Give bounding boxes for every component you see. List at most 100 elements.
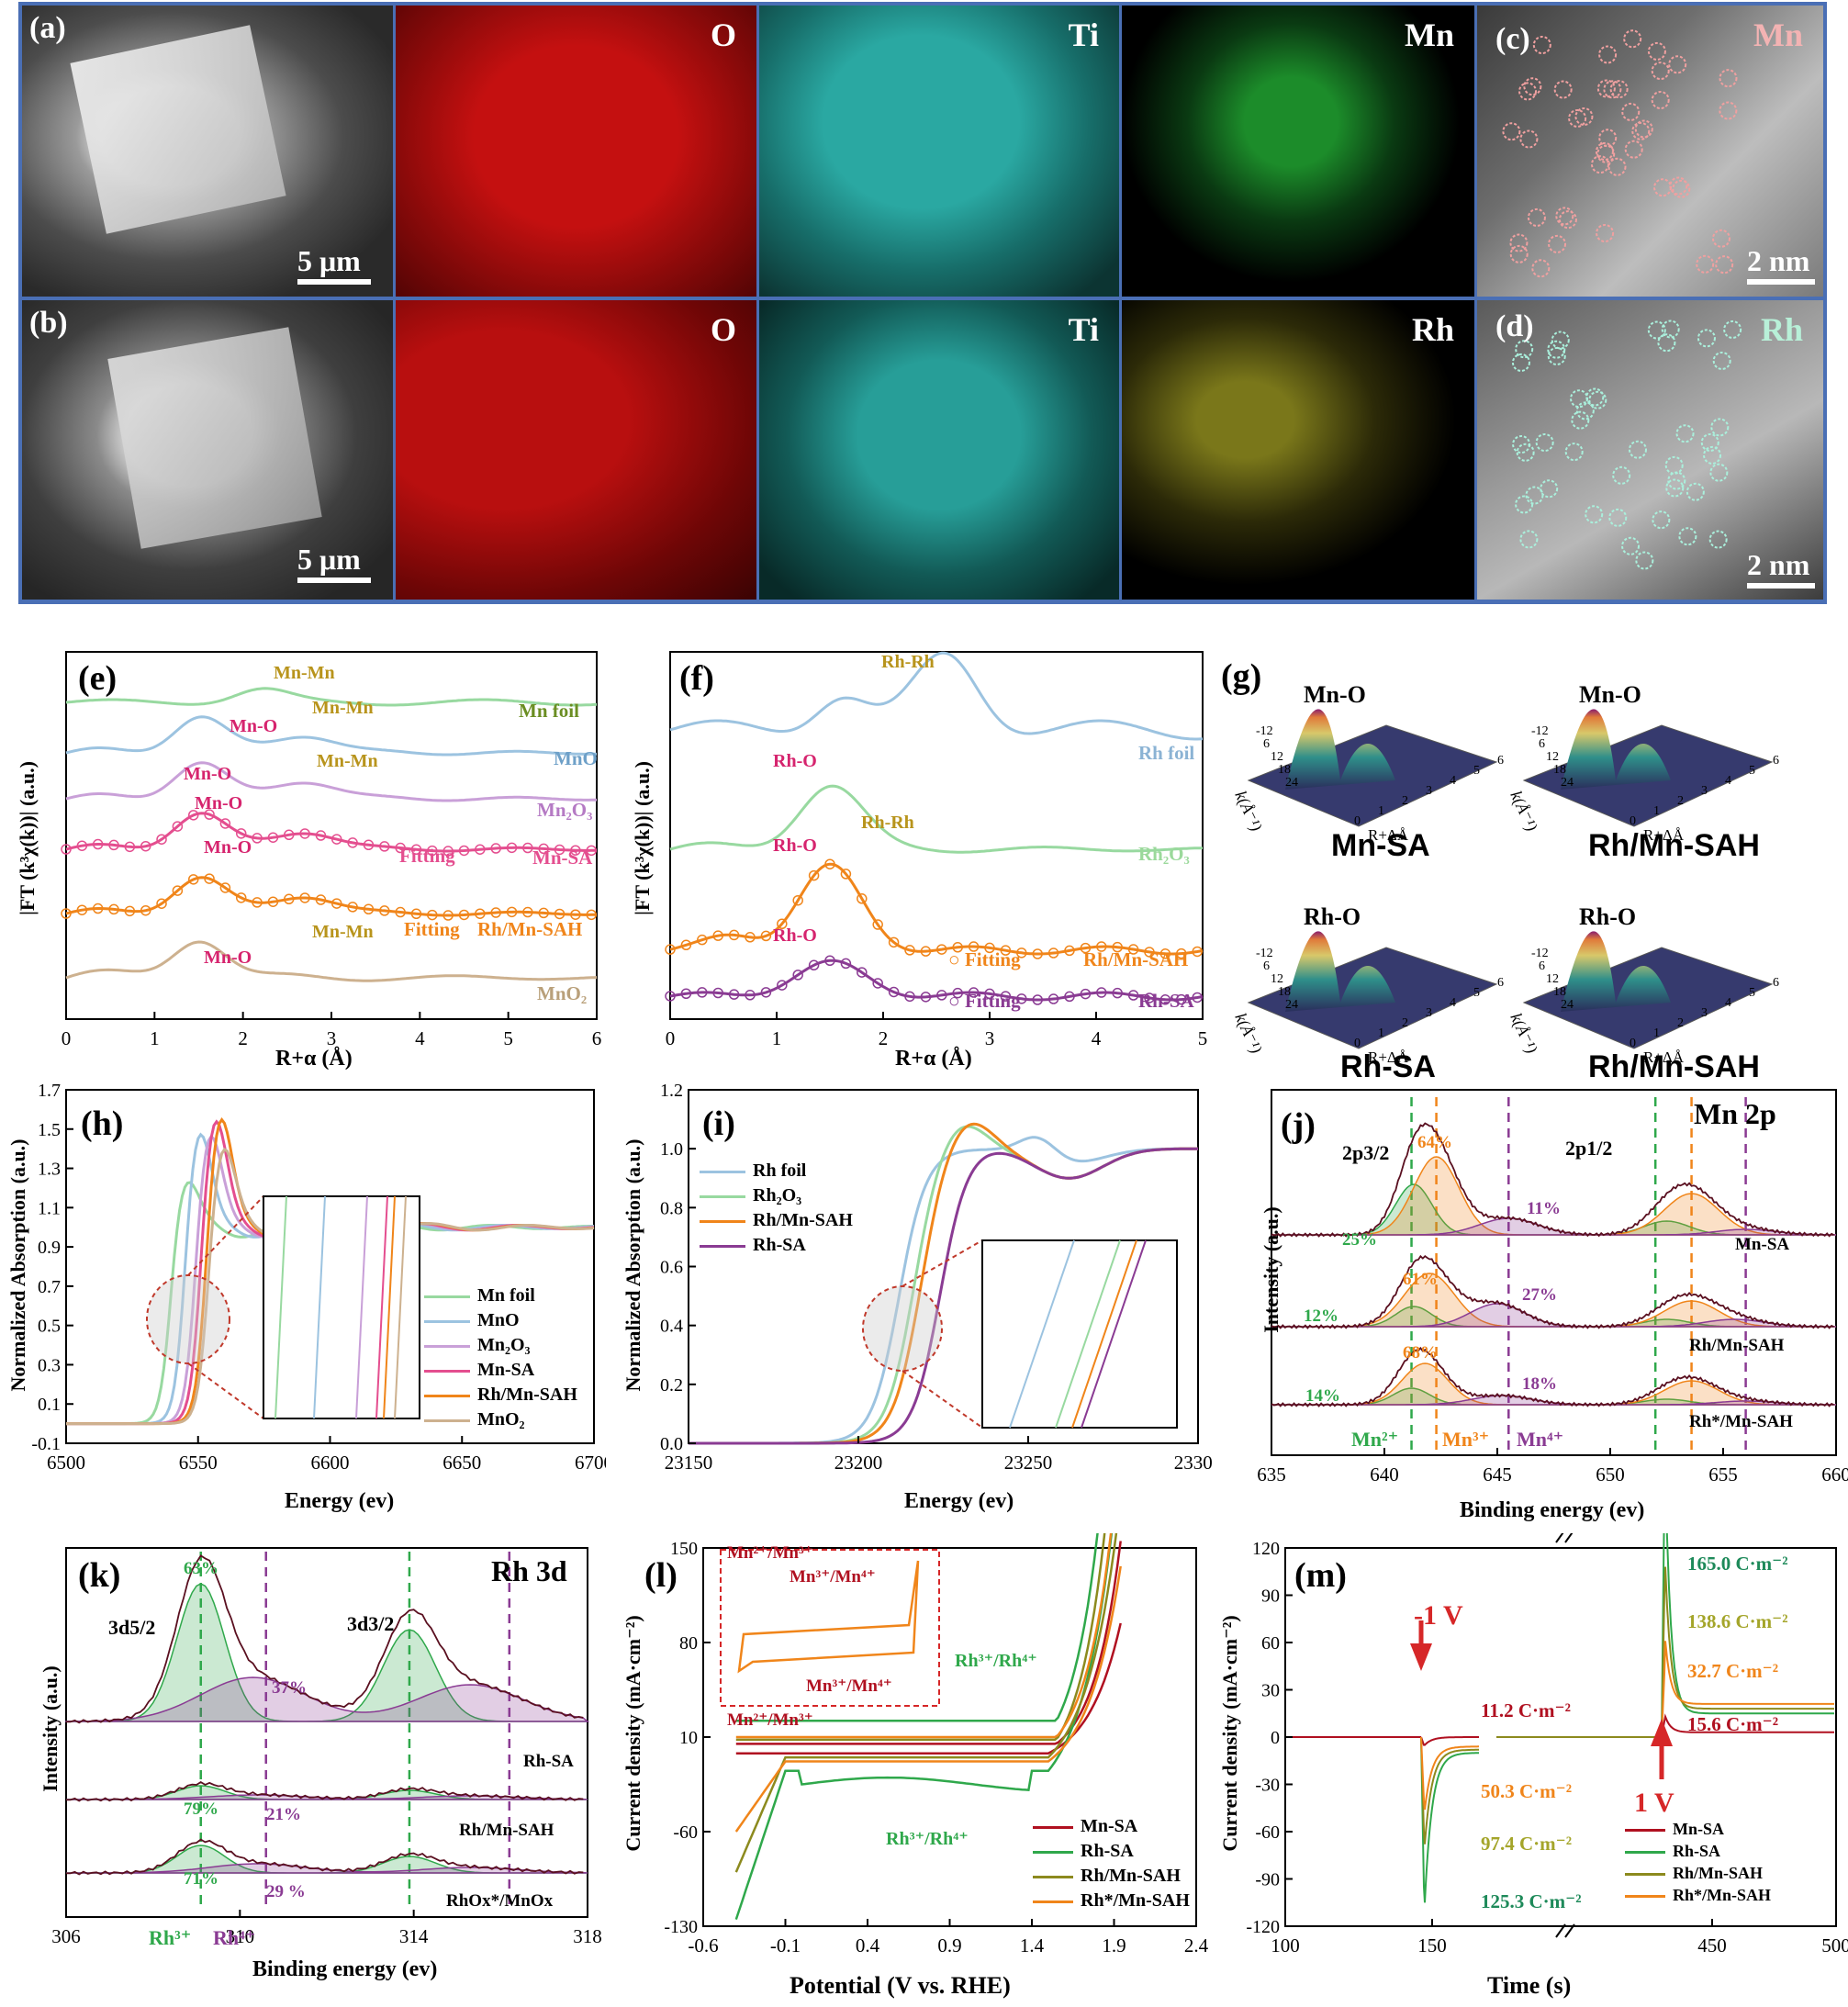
legend-item: Rh/Mn-SAH: [1033, 1864, 1190, 1889]
fit-point: [299, 828, 310, 839]
tag-mn-o-3: Mn-O: [195, 793, 243, 813]
atom-circle: [1712, 351, 1731, 370]
x-tick-label: 0: [666, 1027, 676, 1049]
tag-mn-o-5: Mn-O: [204, 947, 252, 968]
pct-j-2-2: 61%: [1403, 1270, 1438, 1289]
r-tick: 1: [1653, 804, 1660, 818]
eds-map-b-rh: Rh: [1122, 300, 1474, 600]
atom-circle: [1515, 340, 1534, 359]
y-tick-label: 1.7: [38, 1081, 61, 1101]
panel-f-chart: 0 1 2 3 4 5: [665, 651, 1207, 1049]
panel-l-xlabel: Potential (V vs. RHE): [790, 1972, 1011, 1999]
y-tick-label: 0.0: [660, 1434, 683, 1454]
r-tick: 1: [1653, 1026, 1660, 1040]
k-tick: 18: [1278, 763, 1291, 777]
fit-point: [156, 898, 167, 909]
r-tick: 2: [1677, 1016, 1684, 1030]
k-tick: -12: [1256, 724, 1273, 738]
atom-circle: [1624, 140, 1643, 159]
panel-l-chart: -0.6 -0.1 0.4 0.9 1.4 1.9 2.4 -130 -60 10 80 150: [664, 1533, 1209, 1957]
x-tick-label: 645: [1483, 1463, 1512, 1486]
scale-bar-b: 5 μm: [297, 544, 371, 583]
y-tick-label: 80: [679, 1633, 698, 1654]
cv-curve: [734, 1533, 1118, 1873]
cv-curve: [735, 1533, 1099, 1722]
x-tick-label: 0.4: [856, 1934, 880, 1957]
k-tick: 18: [1553, 763, 1566, 777]
current-trace: [1420, 1736, 1479, 1746]
atom-circle: [1608, 508, 1628, 527]
x-tick-label: 310: [226, 1925, 255, 1947]
atom-circle: [1585, 505, 1604, 524]
atom-circles-c: [1502, 29, 1738, 278]
cv-curve: [734, 1533, 1114, 1920]
fit-point: [680, 939, 692, 951]
fit-point: [76, 904, 88, 915]
legend-label: MnO: [477, 1310, 520, 1330]
panel-label-l: (l): [644, 1556, 678, 1595]
y-tick-label: -130: [664, 1917, 698, 1937]
fit-point: [506, 842, 518, 854]
fit-point: [442, 846, 454, 857]
surface-peak-label: Mn-O: [1579, 681, 1641, 708]
surface-peak: [1561, 931, 1671, 1012]
fit-point: [760, 930, 772, 942]
charge-neg-1: 11.2 C·m⁻²: [1481, 1699, 1571, 1721]
panel-k-chart: 306 310 314 318: [51, 1547, 602, 1947]
x-tick-label: 0: [62, 1027, 72, 1049]
fit-point: [108, 839, 119, 851]
x-tick-label: 6550: [179, 1452, 218, 1474]
sample-label-rh-mn-sah-k: Rh/Mn-SAH: [459, 1821, 554, 1840]
r-tick: 2: [1402, 794, 1408, 808]
fit-point: [219, 882, 231, 893]
crystal-shape: [70, 25, 286, 234]
fit-point: [363, 903, 375, 915]
atom-circle: [1568, 108, 1587, 128]
fit-point: [1096, 987, 1107, 998]
y-tick-label: 0.1: [38, 1395, 61, 1415]
fit-point: [1192, 946, 1203, 958]
fit-point: [410, 908, 422, 920]
k-axis-label: k(Å⁻¹): [1506, 1010, 1540, 1056]
r-tick: 0: [1354, 1037, 1361, 1050]
panel-label-i: (i): [702, 1104, 735, 1143]
atom-circle: [1595, 141, 1614, 161]
legend-item: Rh/Mn-SAH: [700, 1208, 853, 1233]
x-tick-label: 640: [1370, 1463, 1399, 1486]
eds-map-a-ti: Ti: [759, 6, 1119, 297]
pct-k-3-2: 29 %: [266, 1882, 306, 1901]
atom-circle: [1678, 527, 1697, 546]
cv-curve: [735, 1533, 1113, 1739]
cv-curve: [735, 1622, 1122, 1755]
fit-point: [395, 842, 406, 854]
inset-line: [274, 1195, 287, 1419]
fit-point: [920, 992, 932, 1003]
current-trace: [1420, 1736, 1479, 1844]
inset-line: [394, 1195, 407, 1419]
x-tick-label: 0.9: [937, 1934, 961, 1957]
surface-peak-label: Mn-O: [1304, 681, 1366, 708]
surface-caption-1: Mn-SA: [1331, 828, 1430, 863]
fit-point: [347, 902, 358, 913]
fit-point: [252, 897, 263, 908]
eds-map-b-o: O: [396, 300, 756, 600]
atom-circle: [1668, 55, 1687, 74]
fit-point: [61, 844, 72, 855]
x-tick-label: 1.4: [1020, 1934, 1045, 1957]
atom-circle: [1598, 45, 1618, 64]
panel-m-ylabel: Current density (mA·cm⁻²): [1218, 1615, 1241, 1852]
fit-point: [712, 930, 723, 941]
fit-point: [458, 845, 470, 857]
fit-point: [172, 885, 184, 896]
eds-map-a-o: O: [396, 6, 756, 297]
arrow-down: [1410, 1643, 1432, 1671]
panel-label-k: (k): [78, 1556, 121, 1595]
r-axis-label: R+ΔÅ: [1368, 826, 1409, 844]
atom-circle: [1623, 29, 1642, 49]
fit-point: [299, 892, 310, 903]
r-tick: 3: [1701, 784, 1708, 798]
fit-point: [1112, 941, 1123, 953]
legend-label: Rh₂O₃: [753, 1185, 802, 1205]
atom-circle: [1621, 102, 1641, 121]
y-tick-label: -60: [1255, 1822, 1280, 1843]
